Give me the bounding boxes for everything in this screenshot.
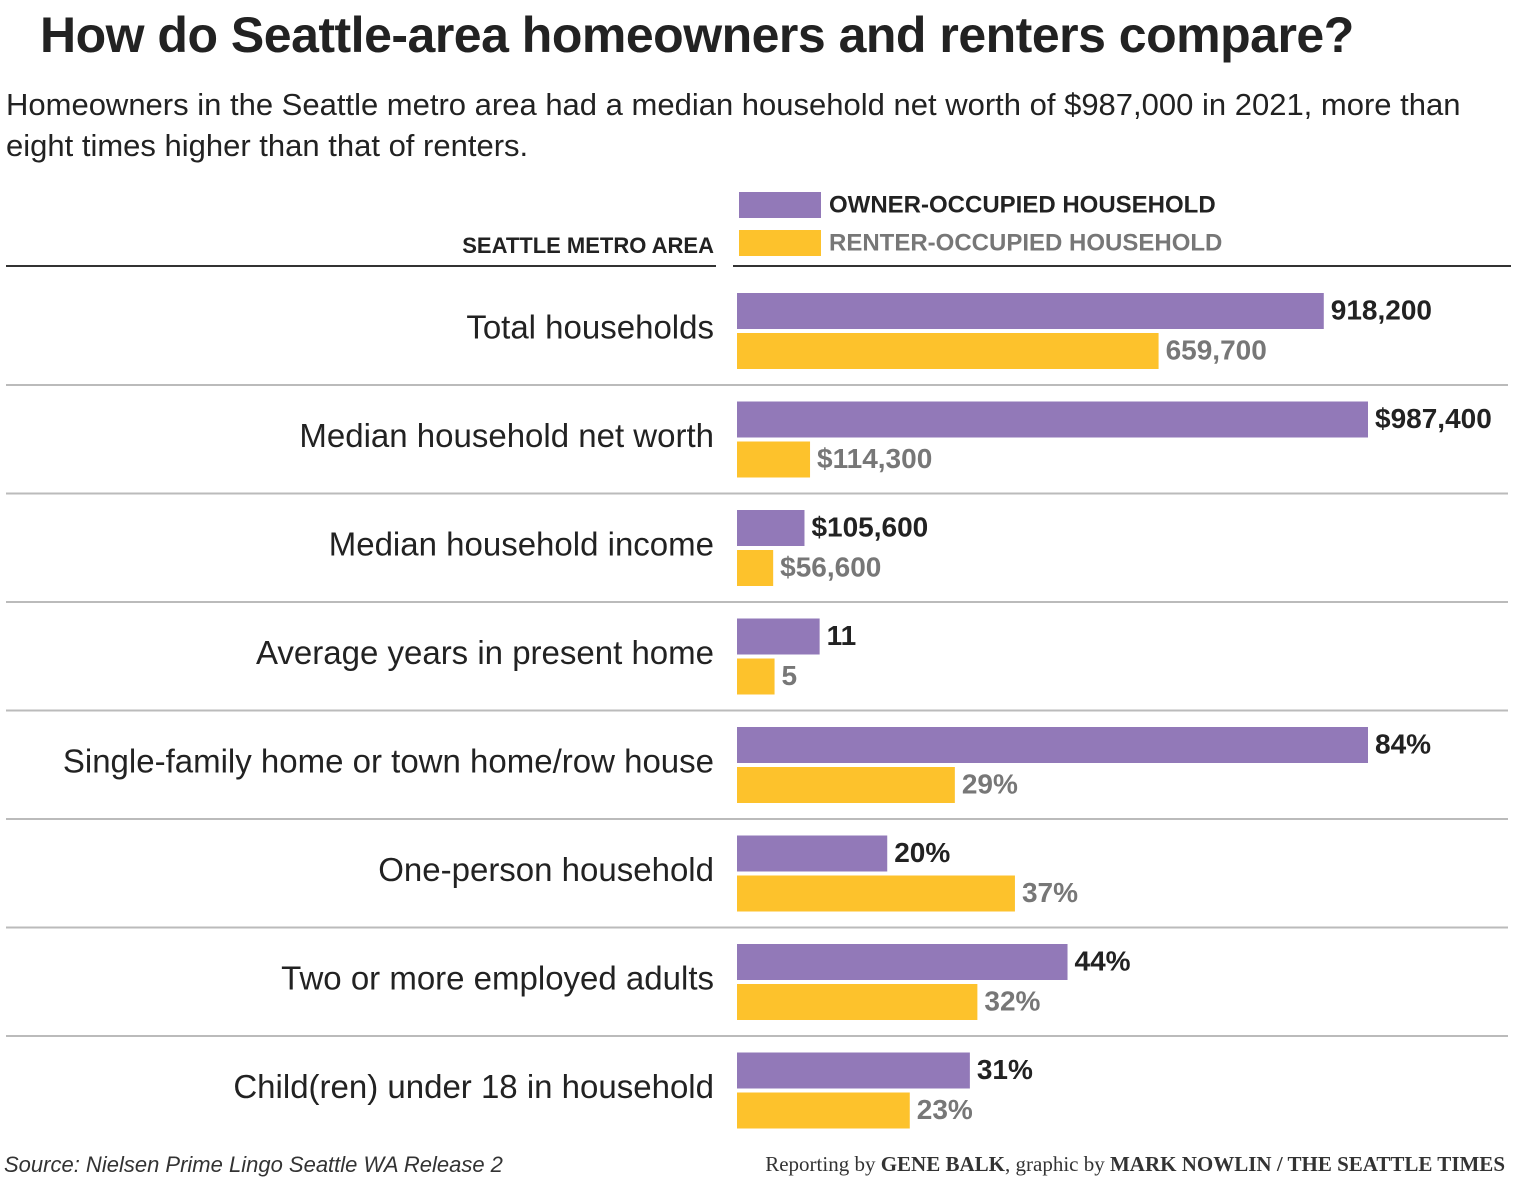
bar: [737, 618, 820, 655]
bar: [737, 944, 1068, 980]
value-label: 5: [782, 660, 798, 691]
legend-label: OWNER-OCCUPIED HOUSEHOLD: [829, 191, 1216, 218]
bar: [737, 401, 1368, 438]
bar: [737, 293, 1324, 329]
bar: [737, 441, 811, 478]
legend-swatch: [739, 192, 821, 218]
value-label: 29%: [962, 768, 1018, 799]
value-label: $105,600: [811, 511, 928, 542]
chart-subtitle: Homeowners in the Seattle metro area had…: [6, 87, 1461, 163]
credit-name: GENE BALK: [881, 1152, 1006, 1176]
category-header: SEATTLE METRO AREA: [462, 233, 714, 258]
value-label: $987,400: [1375, 403, 1492, 434]
credit-text: Reporting by: [765, 1152, 881, 1176]
legend-swatch: [739, 230, 821, 256]
bar: [737, 510, 805, 546]
category-label: Single-family home or town home/row hous…: [63, 743, 714, 780]
value-label: 84%: [1375, 728, 1431, 759]
value-label: $56,600: [780, 551, 881, 582]
chart-title: How do Seattle-area homeowners and rente…: [40, 7, 1354, 63]
category-label: Median household net worth: [299, 417, 714, 454]
category-label: Median household income: [329, 526, 714, 563]
value-label: 37%: [1022, 877, 1078, 908]
bar: [737, 658, 775, 695]
bar: [737, 1052, 970, 1089]
value-label: 23%: [917, 1094, 973, 1125]
legend-label: RENTER-OCCUPIED HOUSEHOLD: [829, 229, 1222, 256]
bar: [737, 1092, 910, 1129]
credit: Reporting by GENE BALK, graphic by MARK …: [765, 1152, 1505, 1176]
bar: [737, 727, 1368, 763]
bar: [737, 984, 978, 1020]
credit-text: , graphic by: [1005, 1152, 1110, 1176]
value-label: 31%: [977, 1054, 1033, 1085]
value-label: 11: [827, 620, 857, 651]
category-label: Average years in present home: [256, 634, 714, 671]
value-label: 44%: [1075, 945, 1131, 976]
bar: [737, 550, 774, 586]
credit-name: MARK NOWLIN / THE SEATTLE TIMES: [1110, 1152, 1505, 1176]
category-label: Total households: [466, 309, 714, 346]
value-label: $114,300: [817, 443, 932, 474]
source: Source: Nielsen Prime Lingo Seattle WA R…: [4, 1152, 503, 1177]
value-label: 20%: [894, 837, 950, 868]
bar: [737, 835, 888, 872]
value-label: 659,700: [1166, 334, 1267, 365]
category-label: One-person household: [378, 851, 714, 888]
value-label: 32%: [984, 985, 1040, 1016]
category-label: Two or more employed adults: [281, 960, 714, 997]
bar: [737, 333, 1159, 369]
bar: [737, 875, 1015, 912]
category-label: Child(ren) under 18 in household: [233, 1068, 714, 1105]
bar: [737, 767, 955, 803]
value-label: 918,200: [1331, 294, 1432, 325]
